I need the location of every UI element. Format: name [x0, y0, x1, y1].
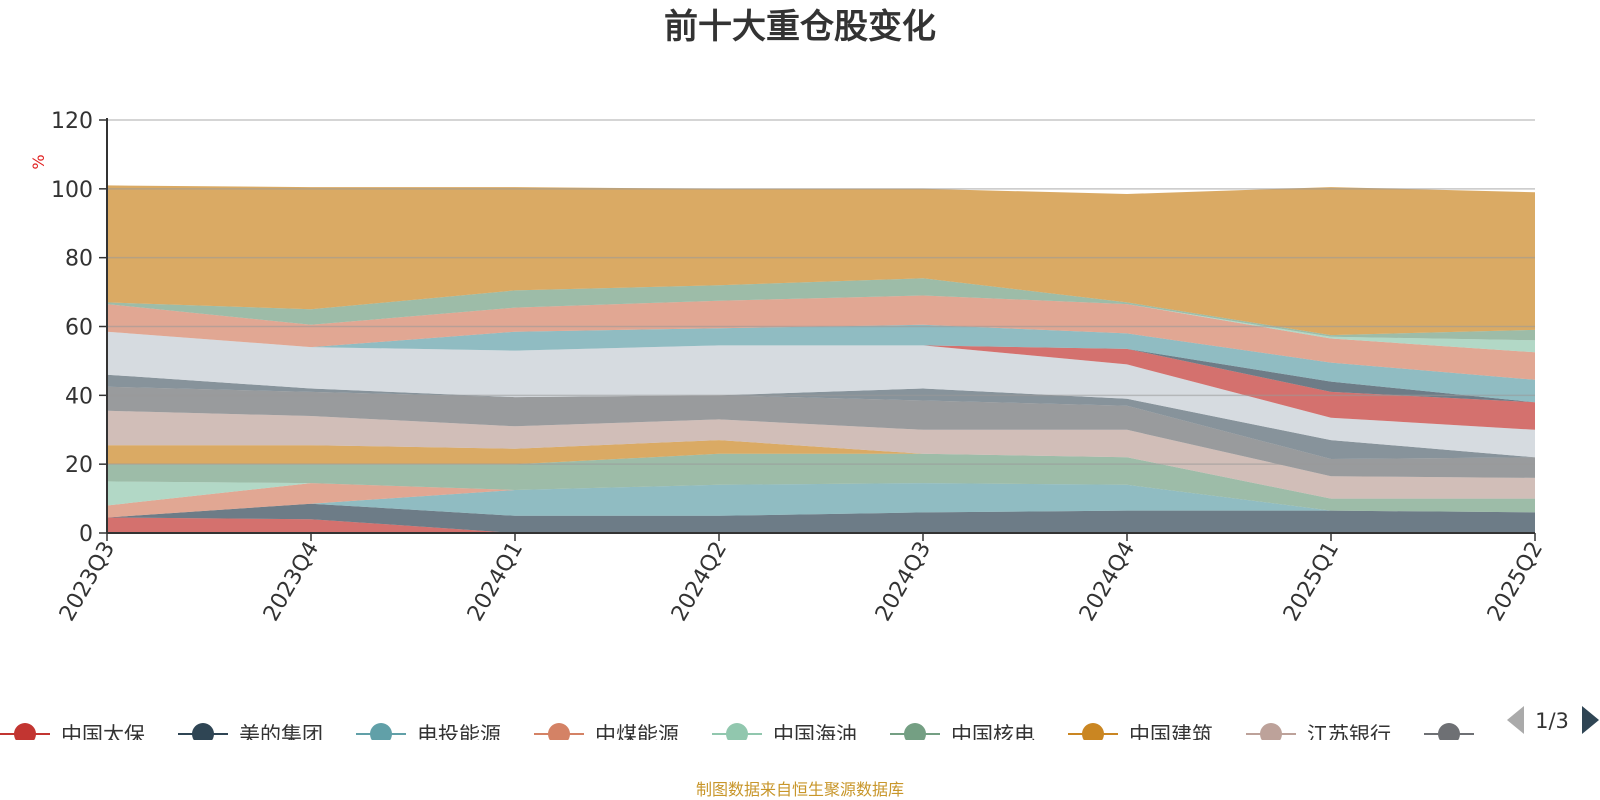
legend-label: 美的集团 [239, 723, 323, 747]
area-series-9[interactable] [107, 386, 1535, 478]
y-tick-label: 40 [65, 384, 93, 409]
legend-pager[interactable]: 1/3 [1507, 706, 1599, 734]
legend-item[interactable]: 中国太保 [0, 723, 145, 747]
area-series-8[interactable] [107, 410, 1535, 499]
area-series-15[interactable] [107, 295, 1535, 380]
area-series-3[interactable] [107, 483, 1535, 518]
x-tick-label: 2025Q2 [1483, 538, 1548, 626]
legend-item[interactable]: 美的集团 [178, 723, 323, 747]
legend-marker [904, 723, 926, 740]
legend-item[interactable]: 中煤能源 [534, 723, 679, 747]
area-series-4[interactable] [107, 483, 1535, 518]
legend-marker [1082, 723, 1104, 740]
y-tick-label: 80 [65, 247, 93, 272]
area-series-14[interactable] [107, 324, 1535, 403]
legend-label: 中国核电 [951, 723, 1035, 747]
area-series-12[interactable] [107, 331, 1535, 430]
y-tick-label: 60 [65, 316, 93, 341]
area-series-17[interactable] [107, 278, 1535, 341]
area-series-18[interactable] [107, 185, 1535, 336]
pager-next-icon[interactable] [1582, 706, 1599, 734]
legend-marker [370, 723, 392, 740]
legend-marker [192, 723, 214, 740]
area-layers [107, 185, 1535, 533]
legend-marker [1260, 723, 1282, 740]
area-series-7[interactable] [107, 440, 1535, 499]
legend-item[interactable]: 中国建筑 [1068, 723, 1213, 747]
area-series-16[interactable] [107, 295, 1535, 353]
area-series-2[interactable] [107, 503, 1535, 533]
x-tick-label: 2024Q1 [463, 538, 528, 626]
legend-items: 中国太保 美的集团 电投能源 中煤能源 中国海油 中国核电 中国建筑 江苏银行 美 [0, 723, 1506, 747]
legend-label: 美 [1485, 723, 1506, 747]
legend-item[interactable]: 电投能源 [356, 723, 501, 747]
pager-label: 1/3 [1535, 709, 1569, 733]
area-series-6[interactable] [107, 453, 1535, 513]
legend-marker [14, 723, 36, 740]
x-tick-label: 2023Q4 [259, 538, 324, 626]
area-series-5[interactable] [107, 481, 1535, 513]
legend-marker [548, 723, 570, 740]
y-tick-label: 120 [51, 109, 93, 134]
legend-label: 中煤能源 [595, 723, 679, 747]
chart-title: 前十大重仓股变化 [664, 7, 936, 47]
legend-marker [726, 723, 748, 740]
y-tick-label: 0 [79, 522, 93, 547]
y-tick-label: 100 [51, 178, 93, 203]
x-tick-label: 2024Q4 [1075, 538, 1140, 626]
legend-item[interactable]: 中国海油 [712, 723, 857, 747]
legend-label: 中国海油 [773, 723, 857, 747]
data-source-note: 制图数据来自恒生聚源数据库 [696, 780, 904, 799]
legend[interactable]: 中国太保 美的集团 电投能源 中煤能源 中国海油 中国核电 中国建筑 江苏银行 美 [0, 723, 1506, 747]
x-tick-label: 2024Q2 [667, 538, 732, 626]
legend-item[interactable]: 美 [1424, 723, 1506, 747]
x-tick-label: 2023Q3 [55, 538, 120, 626]
y-tick-label: 20 [65, 453, 93, 478]
legend-marker [1438, 723, 1460, 740]
legend-label: 中国太保 [61, 723, 145, 747]
legend-label: 电投能源 [417, 723, 501, 747]
pager-prev-icon[interactable] [1507, 706, 1524, 734]
legend-item[interactable]: 江苏银行 [1246, 723, 1391, 747]
area-series-11[interactable] [107, 331, 1535, 458]
y-axis-unit: % [29, 154, 48, 169]
legend-label: 中国建筑 [1129, 723, 1213, 747]
grid-lines [107, 119, 1535, 465]
x-tick-label: 2024Q3 [871, 538, 936, 626]
legend-label: 江苏银行 [1307, 723, 1391, 747]
area-series-1[interactable] [107, 517, 1535, 534]
x-tick-label: 2025Q1 [1279, 538, 1344, 626]
legend-item[interactable]: 中国核电 [890, 723, 1035, 747]
